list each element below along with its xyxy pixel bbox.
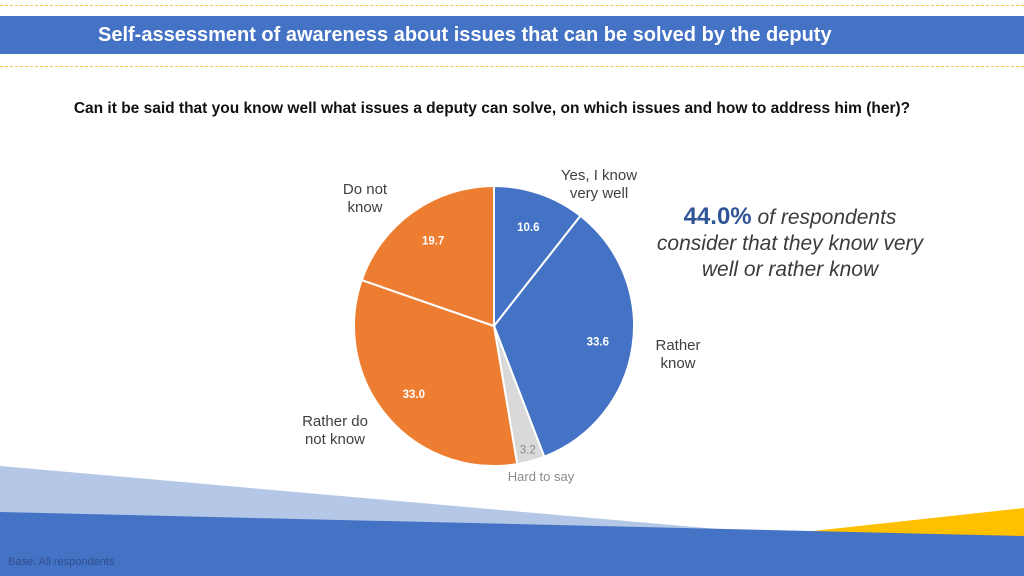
label-rather-know: Rather know bbox=[655, 337, 701, 372]
pie-data-label-1: 33.6 bbox=[587, 337, 609, 349]
highlight-callout: 44.0% of respondents consider that they … bbox=[650, 204, 930, 283]
pie-slice-3 bbox=[353, 278, 519, 467]
base-note: Base: All respondents bbox=[8, 556, 115, 568]
page-title: Self-assessment of awareness about issue… bbox=[98, 24, 832, 46]
header-bar bbox=[0, 16, 1024, 54]
label-hard-to-say: Hard to say bbox=[507, 469, 575, 484]
pie-data-label-3: 33.0 bbox=[403, 389, 425, 401]
highlight-text: of respondents consider that they know v… bbox=[656, 206, 924, 281]
footer-blue-band bbox=[0, 512, 1024, 576]
label-yes-very-well: Yes, I know very well bbox=[560, 167, 638, 202]
pie-data-label-4: 19.7 bbox=[422, 235, 444, 247]
pie-slice-0 bbox=[493, 184, 582, 329]
highlight-value: 44.0% bbox=[683, 203, 752, 230]
question-text: Can it be said that you know well what i… bbox=[73, 100, 911, 117]
pie-data-label-0: 10.6 bbox=[517, 222, 539, 234]
header-dashed-line bbox=[0, 66, 1024, 67]
top-dashed-line bbox=[0, 5, 1024, 6]
pie-slice-4 bbox=[360, 184, 495, 328]
label-do-not-know: Do not know bbox=[342, 181, 388, 216]
label-rather-not-know: Rather do not know bbox=[302, 413, 368, 448]
pie-slice-1 bbox=[492, 214, 635, 458]
pie-data-label-2: 3.2 bbox=[520, 444, 536, 456]
